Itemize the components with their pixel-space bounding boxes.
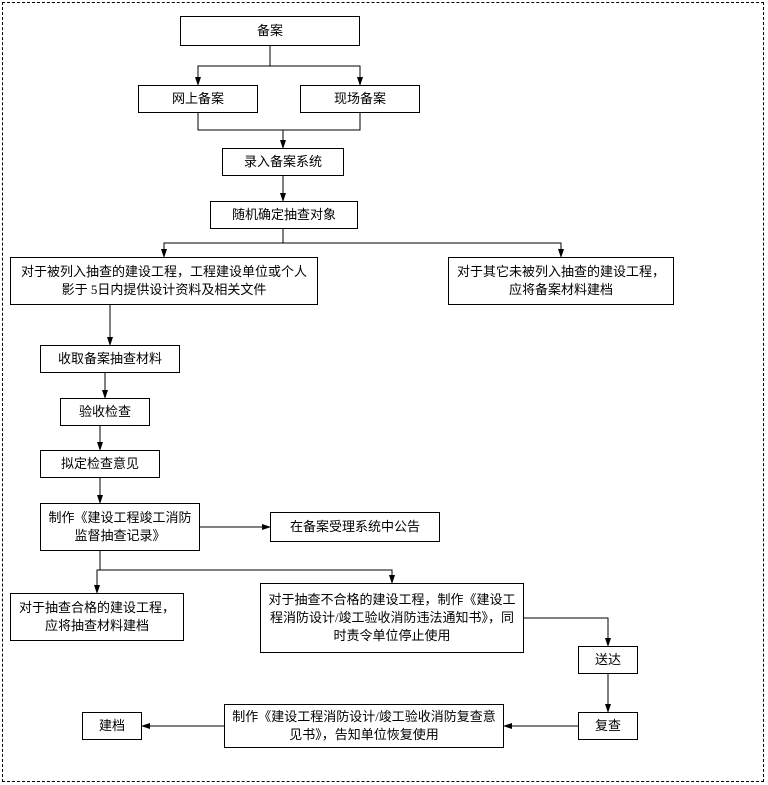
flowchart-canvas: 备案网上备案 现场备案录入备案系统随机确定抽查对象对于被列入抽查的建设工程，工程建…	[0, 0, 768, 785]
flow-node-label: 复查	[595, 717, 621, 735]
flow-node-n10: 拟定检查意见	[40, 450, 160, 478]
flow-node-label: 在备案受理系统中公告	[290, 518, 420, 536]
flow-node-label: 备案	[257, 22, 283, 40]
flow-node-label: 对于其它未被列入抽查的建设工程，应将备案材料建档	[455, 263, 667, 299]
flow-node-label: 送达	[595, 651, 621, 669]
flow-node-label: 验收检查	[79, 403, 131, 421]
flow-node-label: 现场备案	[334, 90, 386, 108]
flow-node-n5: 随机确定抽查对象	[210, 201, 358, 229]
flow-node-label: 随机确定抽查对象	[232, 206, 336, 224]
flow-node-label: 建档	[99, 717, 125, 735]
flow-node-n16: 复查	[578, 712, 638, 740]
flow-node-n3: 现场备案	[300, 85, 420, 113]
flow-node-n18: 建档	[82, 712, 142, 740]
flow-node-label: 对于抽查不合格的建设工程，制作《建设工程消防设计/竣工验收消防违法通知书》，同时…	[267, 591, 517, 646]
flow-node-n4: 录入备案系统	[222, 148, 344, 176]
flow-node-label: 制作《建设工程消防设计/竣工验收消防复查意见书》，告知单位恢复使用	[231, 708, 497, 744]
flow-node-n14: 对于抽查不合格的建设工程，制作《建设工程消防设计/竣工验收消防违法通知书》，同时…	[260, 583, 524, 653]
flow-node-n11: 制作《建设工程竣工消防监督抽查记录》	[40, 503, 200, 551]
flow-node-n13: 对于抽查合格的建设工程，应将抽查材料建档	[10, 593, 184, 641]
flow-node-label: 拟定检查意见	[61, 455, 139, 473]
flow-node-label: 收取备案抽查材料	[58, 350, 162, 368]
flow-node-label: 对于抽查合格的建设工程，应将抽查材料建档	[17, 599, 177, 635]
flow-node-label: 对于被列入抽查的建设工程，工程建设单位或个人影于 5日内提供设计资料及相关文件	[17, 263, 311, 299]
flow-node-n12: 在备案受理系统中公告	[270, 512, 440, 542]
flow-node-n7: 对于其它未被列入抽查的建设工程，应将备案材料建档	[448, 257, 674, 305]
flow-node-label: 制作《建设工程竣工消防监督抽查记录》	[47, 509, 193, 545]
flow-node-label: 网上备案	[172, 90, 224, 108]
flow-node-n15: 送达	[578, 646, 638, 674]
flow-node-n1: 备案	[180, 16, 360, 46]
flow-node-label: 录入备案系统	[244, 153, 322, 171]
flow-node-n17: 制作《建设工程消防设计/竣工验收消防复查意见书》，告知单位恢复使用	[224, 704, 504, 748]
dashed-frame	[2, 2, 764, 782]
flow-node-n6: 对于被列入抽查的建设工程，工程建设单位或个人影于 5日内提供设计资料及相关文件	[10, 257, 318, 305]
flow-node-n9: 验收检查	[60, 398, 150, 426]
flow-node-n8: 收取备案抽查材料	[40, 345, 180, 373]
flow-node-n2: 网上备案	[138, 85, 258, 113]
